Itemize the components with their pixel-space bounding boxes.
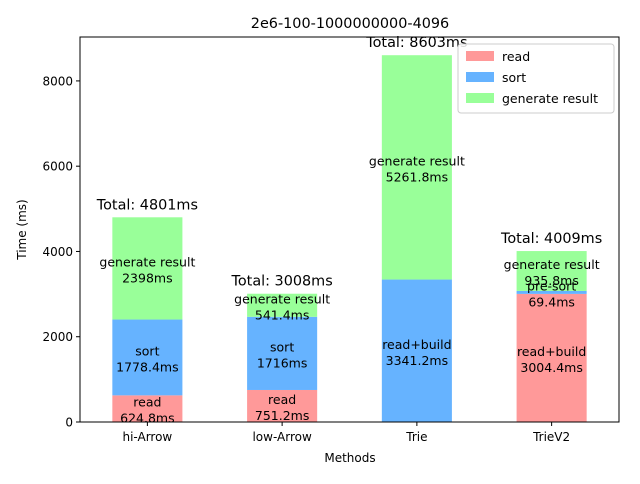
x-tick-label: low-Arrow (252, 430, 312, 444)
bar-segment-trie-read-build (381, 279, 452, 422)
segment-label: pre-sort (527, 278, 576, 293)
legend-label: sort (502, 70, 526, 85)
x-tick-label: TrieV2 (532, 430, 570, 444)
segment-value-label: 541.4ms (255, 307, 309, 322)
legend: read sort generate result (457, 43, 615, 114)
segment-label: read (133, 395, 161, 410)
x-tick-label: Trie (405, 430, 427, 444)
bar-segment-low-arrow-sort (247, 316, 318, 390)
y-tick-label: 6000 (42, 160, 73, 174)
bar-total-label: Total: 8603ms (365, 35, 467, 51)
segment-value-label: 5261.8ms (386, 169, 448, 184)
x-axis-ticks: hi-Arrow low-Arrow Trie TrieV2 (122, 422, 570, 444)
legend-swatch-generate-result (466, 93, 494, 103)
plot-area-frame (79, 36, 620, 423)
segment-label: read+build (517, 344, 586, 359)
y-axis-label: Time (ms) (15, 199, 29, 261)
bar-segment-hi-arrow-generate-result (112, 217, 183, 320)
segment-value-label: 2398ms (122, 270, 173, 285)
bar-segment-hi-arrow-read (112, 395, 183, 422)
legend-box (457, 43, 615, 114)
segment-label: generate result (99, 254, 195, 269)
bar-total-label: Total: 4009ms (500, 231, 602, 247)
segment-label: generate result (504, 257, 600, 272)
segment-label: read (268, 392, 296, 407)
x-tick-label: hi-Arrow (122, 430, 172, 444)
bar-segment-low-arrow-read (247, 389, 318, 422)
legend-label: read (502, 49, 530, 64)
segment-value-label: 935.8ms (524, 273, 578, 288)
x-axis-label: Methods (324, 451, 375, 465)
legend-swatch-sort (466, 72, 494, 82)
y-tick-label: 4000 (42, 245, 73, 259)
segment-value-label: 751.2ms (255, 408, 309, 423)
segment-value-label: 3004.4ms (520, 360, 582, 375)
y-axis-ticks: 0 2000 4000 6000 8000 (42, 74, 80, 430)
bar-segment-hi-arrow-sort (112, 319, 183, 396)
y-tick-label: 8000 (42, 74, 73, 88)
segment-label: generate result (234, 291, 330, 306)
bar-segment-low-arrow-generate-result (247, 293, 318, 317)
legend-label: generate result (502, 91, 598, 106)
bar-segment-trie-generate-result (381, 55, 452, 280)
bar-segment-triev2-generate-result (516, 251, 587, 291)
segment-value-label: 1716ms (257, 355, 308, 370)
segment-value-label: 1778.4ms (116, 359, 178, 374)
bars-layer (112, 55, 587, 422)
segment-label: sort (270, 339, 294, 354)
segment-label: read+build (382, 337, 451, 352)
legend-swatch-read (466, 51, 494, 61)
y-tick-label: 2000 (42, 330, 73, 344)
bar-total-label: Total: 4801ms (96, 197, 198, 213)
bar-segment-triev2-read-build (516, 293, 587, 422)
chart-title: 2e6-100-1000000000-4096 (251, 16, 449, 32)
y-tick-label: 0 (65, 416, 73, 430)
bar-total-label: Total: 3008ms (231, 274, 333, 290)
segment-label: sort (135, 343, 159, 358)
bar-segment-triev2-pre-sort (516, 290, 587, 294)
segment-label: generate result (369, 153, 465, 168)
segment-value-label: 69.4ms (528, 294, 575, 309)
segment-value-label: 3341.2ms (386, 353, 448, 368)
